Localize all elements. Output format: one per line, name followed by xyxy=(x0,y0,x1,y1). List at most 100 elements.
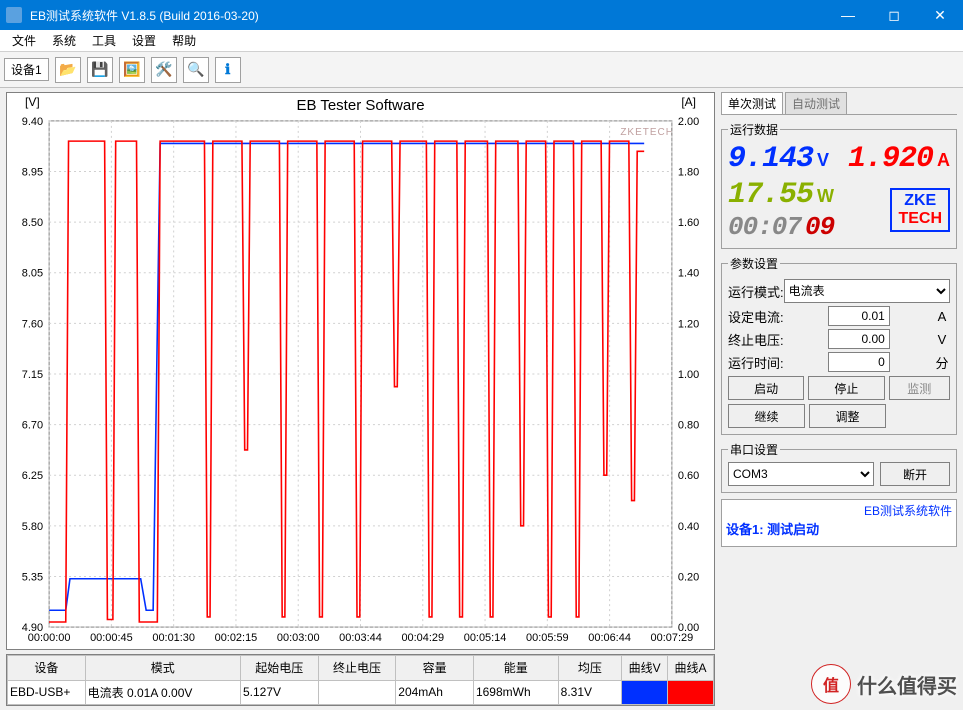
run-data-group: 运行数据 9.143 V 1.920 A 17.55 W xyxy=(721,121,957,249)
svg-text:1.80: 1.80 xyxy=(678,167,699,179)
app-icon xyxy=(6,7,22,23)
tools-icon[interactable]: 🛠️ xyxy=(151,57,177,83)
svg-text:00:05:14: 00:05:14 xyxy=(464,632,507,644)
svg-text:00:05:59: 00:05:59 xyxy=(526,632,569,644)
status-message: 设备1: 测试启动 xyxy=(726,519,952,538)
info-icon[interactable]: ℹ xyxy=(215,57,241,83)
monitor-button[interactable]: 监测 xyxy=(889,376,950,400)
tab-auto-test[interactable]: 自动测试 xyxy=(785,92,847,114)
brand-logo: ZKE TECH xyxy=(890,188,950,231)
chart-area: [V] [A] EB Tester Software ZKETECH 4.905… xyxy=(6,92,715,650)
run-time-field[interactable]: 0 xyxy=(828,352,890,372)
table-cell xyxy=(318,680,396,705)
unit-v: V xyxy=(817,150,829,171)
svg-text:00:04:29: 00:04:29 xyxy=(401,632,444,644)
serial-legend: 串口设置 xyxy=(728,441,780,458)
svg-text:1.20: 1.20 xyxy=(678,318,699,330)
mode-label: 运行模式: xyxy=(728,282,784,301)
mode-select[interactable]: 电流表 xyxy=(784,279,950,303)
svg-text:00:03:00: 00:03:00 xyxy=(277,632,320,644)
table-header: 容量 xyxy=(396,656,474,681)
adjust-button[interactable]: 调整 xyxy=(809,404,886,428)
menu-settings[interactable]: 设置 xyxy=(124,32,164,49)
svg-text:0.20: 0.20 xyxy=(678,571,699,583)
menu-help[interactable]: 帮助 xyxy=(164,32,204,49)
svg-text:7.60: 7.60 xyxy=(22,318,43,330)
close-button[interactable]: ✕ xyxy=(917,0,963,30)
run-time-label: 运行时间: xyxy=(728,353,784,372)
svg-text:00:02:15: 00:02:15 xyxy=(215,632,258,644)
svg-text:1.40: 1.40 xyxy=(678,268,699,280)
svg-text:6.25: 6.25 xyxy=(22,470,43,482)
table-header: 起始电压 xyxy=(240,656,318,681)
serial-port-select[interactable]: COM3 xyxy=(728,462,874,486)
maximize-button[interactable]: ◻ xyxy=(871,0,917,30)
table-header: 均压 xyxy=(558,656,622,681)
svg-text:6.70: 6.70 xyxy=(22,420,43,432)
stop-button[interactable]: 停止 xyxy=(808,376,884,400)
table-cell: 5.127V xyxy=(240,680,318,705)
svg-text:1.60: 1.60 xyxy=(678,217,699,229)
serial-group: 串口设置 COM3 断开 xyxy=(721,441,957,493)
menu-tools[interactable]: 工具 xyxy=(84,32,124,49)
readout-time-ss: 09 xyxy=(805,212,834,242)
svg-text:00:00:00: 00:00:00 xyxy=(28,632,71,644)
search-icon[interactable]: 🔍 xyxy=(183,57,209,83)
svg-text:5.35: 5.35 xyxy=(22,571,43,583)
readout-current: 1.920 xyxy=(848,142,933,176)
set-current-unit: A xyxy=(934,309,950,324)
table-cell: EBD-USB+ xyxy=(8,680,86,705)
table-cell: 1698mWh xyxy=(473,680,558,705)
unit-w: W xyxy=(817,186,834,207)
set-current-label: 设定电流: xyxy=(728,307,784,326)
menu-system[interactable]: 系统 xyxy=(44,32,84,49)
status-header: EB测试系统软件 xyxy=(726,502,952,519)
svg-text:8.05: 8.05 xyxy=(22,268,43,280)
save-icon[interactable]: 💾 xyxy=(87,57,113,83)
curve-a-swatch xyxy=(668,680,714,705)
device-tab[interactable]: 设备1 xyxy=(4,58,49,81)
continue-button[interactable]: 继续 xyxy=(728,404,805,428)
start-button[interactable]: 启动 xyxy=(728,376,804,400)
set-current-field[interactable]: 0.01 xyxy=(828,306,890,326)
right-tabs: 单次测试 自动测试 xyxy=(721,92,957,115)
run-data-legend: 运行数据 xyxy=(728,121,780,138)
svg-text:7.15: 7.15 xyxy=(22,369,43,381)
disconnect-button[interactable]: 断开 xyxy=(880,462,950,486)
stop-voltage-unit: V xyxy=(934,332,950,347)
picture-icon[interactable]: 🖼️ xyxy=(119,57,145,83)
tab-single-test[interactable]: 单次测试 xyxy=(721,92,783,114)
table-header: 曲线V xyxy=(622,656,668,681)
title-bar: EB测试系统软件 V1.8.5 (Build 2016-03-20) — ◻ ✕ xyxy=(0,0,963,30)
svg-text:00:07:29: 00:07:29 xyxy=(651,632,694,644)
svg-text:00:03:44: 00:03:44 xyxy=(339,632,382,644)
svg-text:0.80: 0.80 xyxy=(678,420,699,432)
table-header: 曲线A xyxy=(668,656,714,681)
svg-text:8.95: 8.95 xyxy=(22,167,43,179)
stop-voltage-field[interactable]: 0.00 xyxy=(828,329,890,349)
svg-text:9.40: 9.40 xyxy=(22,116,43,128)
svg-text:1.00: 1.00 xyxy=(678,369,699,381)
readout-power: 17.55 xyxy=(728,178,813,212)
open-icon[interactable]: 📂 xyxy=(55,57,81,83)
unit-a: A xyxy=(937,150,950,171)
table-cell: 电流表 0.01A 0.00V xyxy=(85,680,240,705)
minimize-button[interactable]: — xyxy=(825,0,871,30)
menu-file[interactable]: 文件 xyxy=(4,32,44,49)
params-legend: 参数设置 xyxy=(728,255,780,272)
curve-v-swatch xyxy=(622,680,668,705)
svg-text:8.50: 8.50 xyxy=(22,217,43,229)
data-table: 设备模式起始电压终止电压容量能量均压曲线V曲线AEBD-USB+电流表 0.01… xyxy=(6,654,715,706)
params-group: 参数设置 运行模式: 电流表 设定电流: 0.01 A 终止电压: 0.00 V xyxy=(721,255,957,435)
svg-text:00:00:45: 00:00:45 xyxy=(90,632,133,644)
table-cell: 204mAh xyxy=(396,680,474,705)
svg-text:0.40: 0.40 xyxy=(678,521,699,533)
menu-bar: 文件 系统 工具 设置 帮助 xyxy=(0,30,963,52)
svg-text:00:06:44: 00:06:44 xyxy=(588,632,631,644)
svg-text:00:01:30: 00:01:30 xyxy=(152,632,195,644)
table-header: 模式 xyxy=(85,656,240,681)
svg-text:5.80: 5.80 xyxy=(22,521,43,533)
window-title: EB测试系统软件 V1.8.5 (Build 2016-03-20) xyxy=(28,7,825,24)
status-box: EB测试系统软件 设备1: 测试启动 xyxy=(721,499,957,547)
svg-text:0.60: 0.60 xyxy=(678,470,699,482)
